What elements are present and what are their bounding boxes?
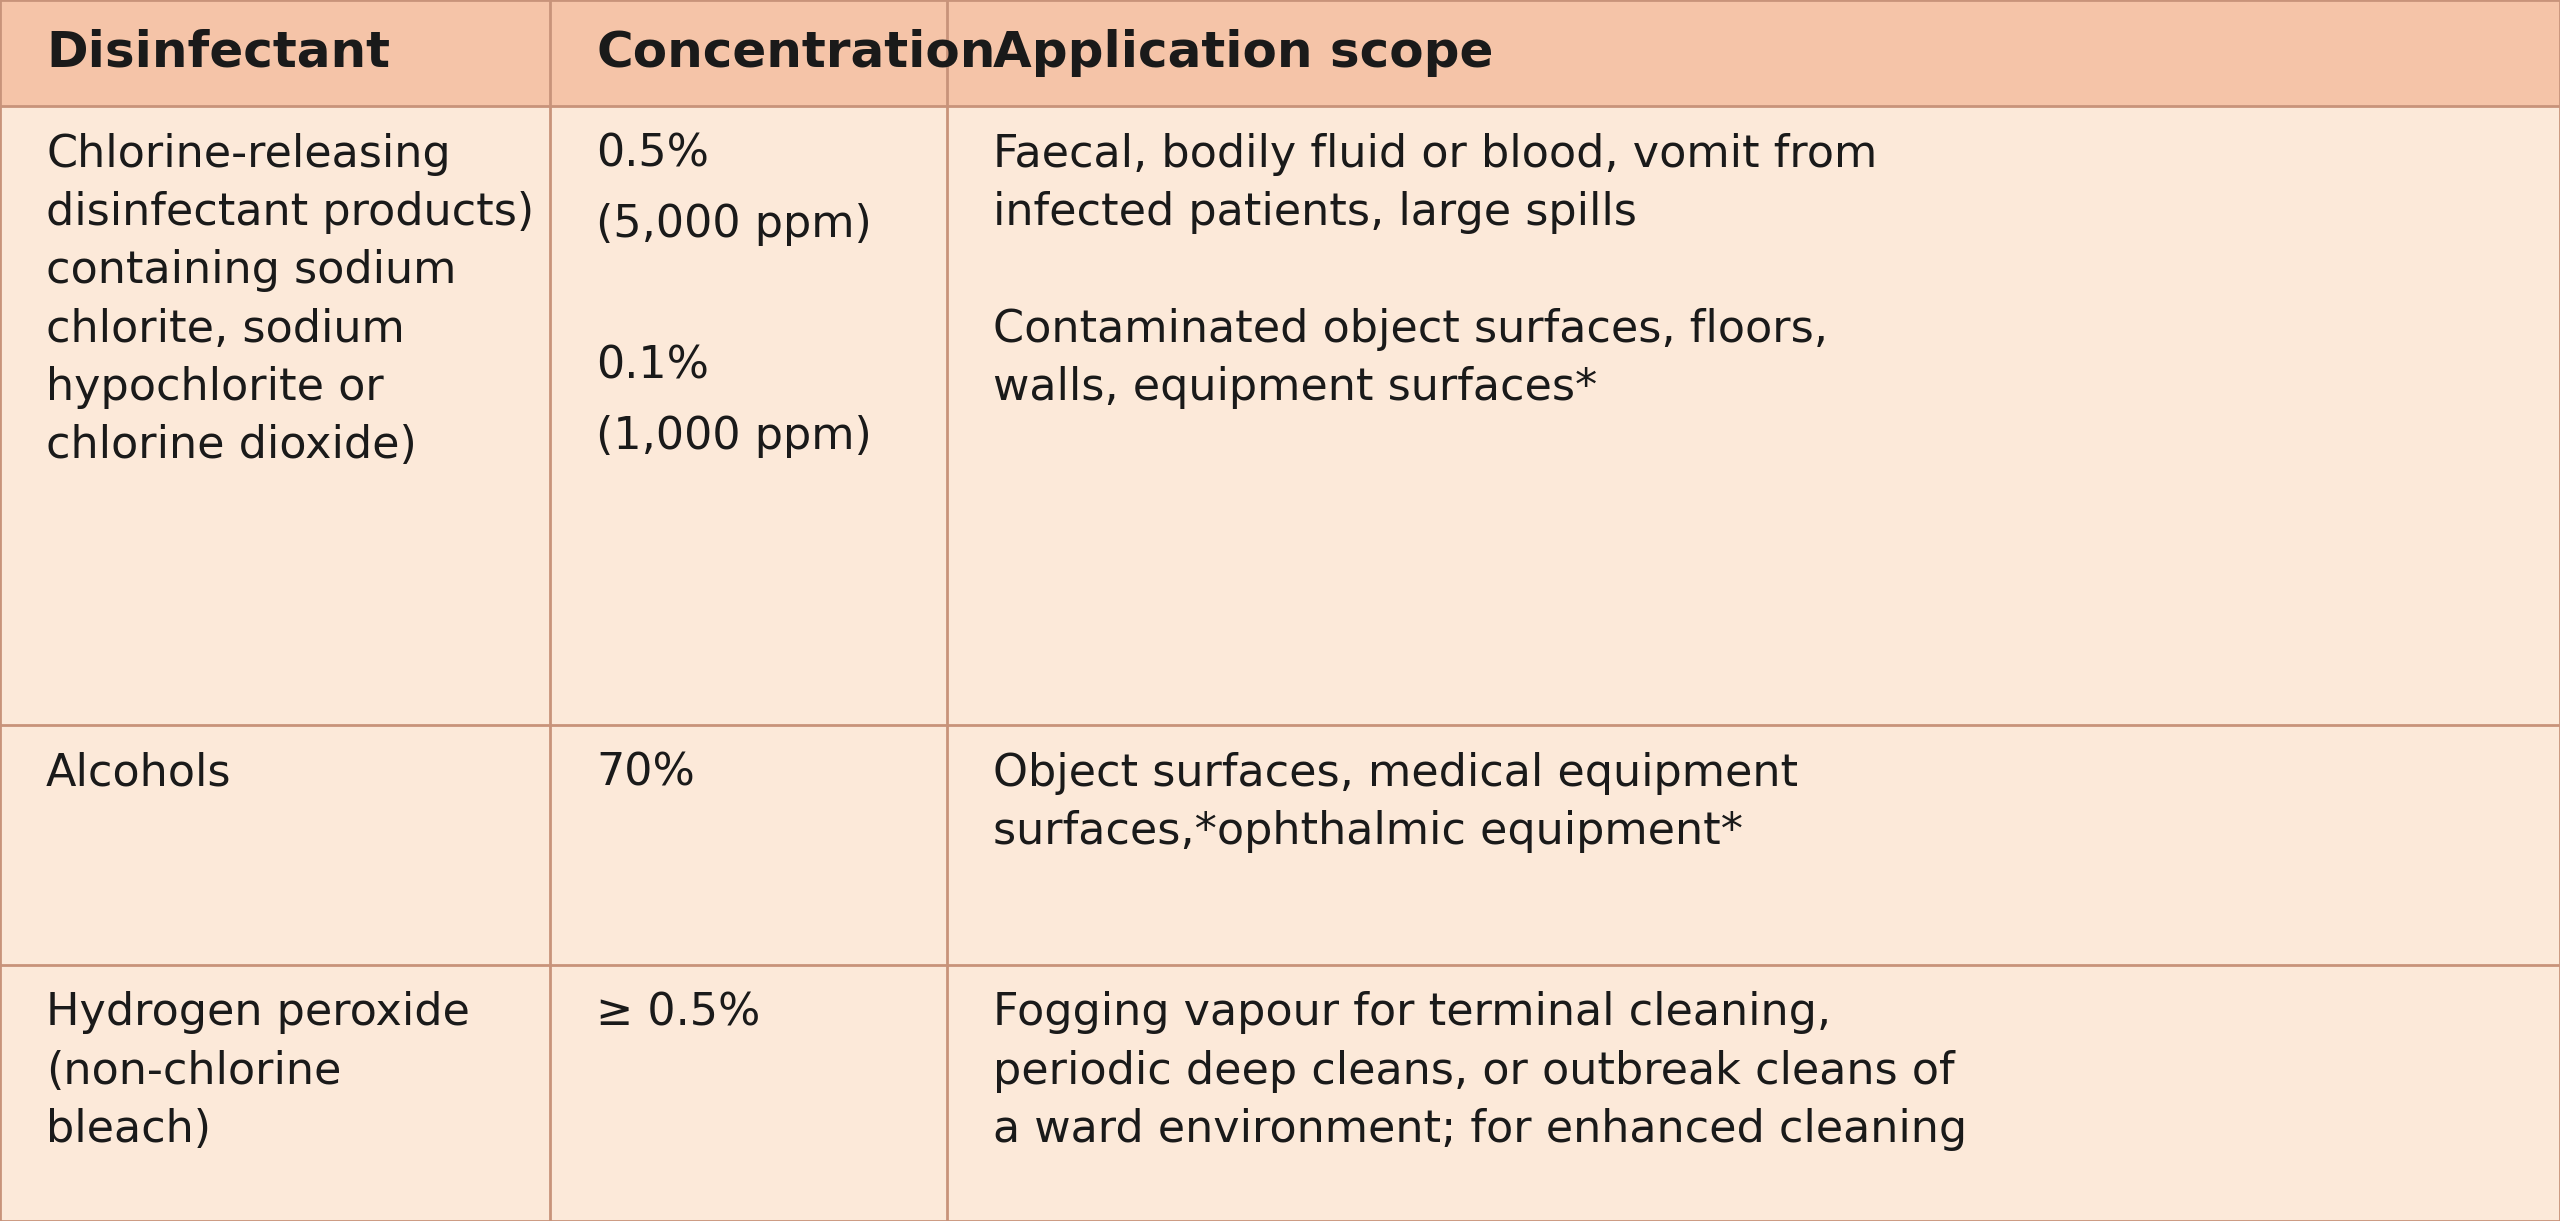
Text: ≥ 0.5%: ≥ 0.5% [596,991,760,1034]
Text: Object surfaces, medical equipment
surfaces,*ophthalmic equipment*: Object surfaces, medical equipment surfa… [993,752,1800,853]
Text: Faecal, bodily fluid or blood, vomit from
infected patients, large spills

Conta: Faecal, bodily fluid or blood, vomit fro… [993,133,1876,409]
Text: Alcohols: Alcohols [46,752,230,795]
Text: Fogging vapour for terminal cleaning,
periodic deep cleans, or outbreak cleans o: Fogging vapour for terminal cleaning, pe… [993,991,1969,1151]
Text: Disinfectant: Disinfectant [46,29,389,77]
Text: Concentration: Concentration [596,29,996,77]
Text: Hydrogen peroxide
(non-chlorine
bleach): Hydrogen peroxide (non-chlorine bleach) [46,991,471,1151]
Text: 70%: 70% [596,752,696,795]
Text: 0.5%
(5,000 ppm)

0.1%
(1,000 ppm): 0.5% (5,000 ppm) 0.1% (1,000 ppm) [596,133,873,458]
Bar [0,965,2560,1221]
Bar [0,725,2560,965]
Text: Chlorine-releasing
disinfectant products)
containing sodium
chlorite, sodium
hyp: Chlorine-releasing disinfectant products… [46,133,535,468]
Bar [0,0,2560,106]
Bar [0,106,2560,725]
Text: Application scope: Application scope [993,29,1492,77]
